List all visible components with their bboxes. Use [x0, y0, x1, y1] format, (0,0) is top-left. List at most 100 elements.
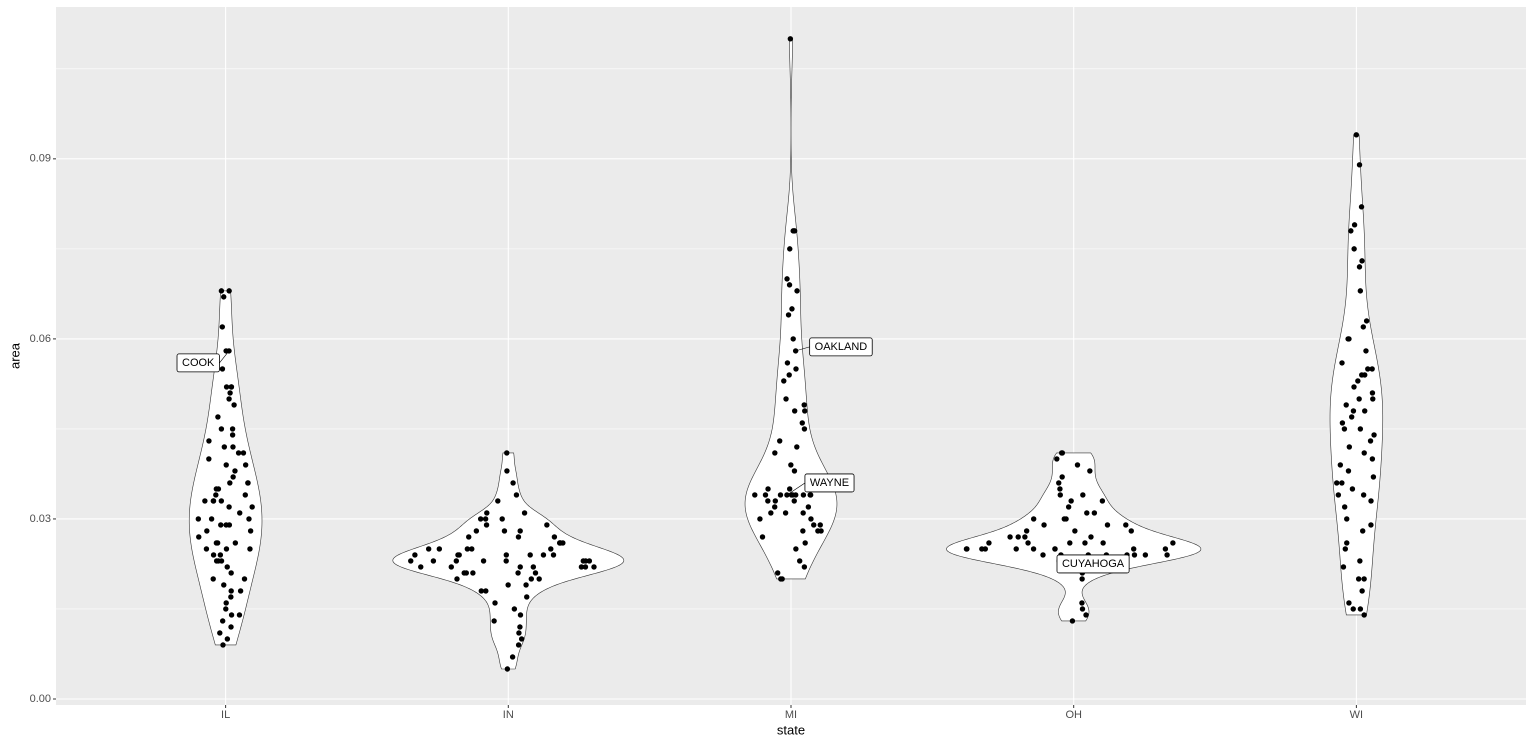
- point: [790, 336, 796, 342]
- point: [408, 558, 414, 564]
- point: [1355, 576, 1362, 582]
- x-tick-label: OH: [1065, 709, 1082, 721]
- point: [772, 498, 779, 504]
- point: [789, 306, 795, 312]
- point: [1371, 432, 1377, 438]
- point: [521, 510, 528, 516]
- point: [530, 564, 537, 570]
- point: [230, 444, 236, 450]
- point: [470, 570, 476, 576]
- point: [800, 528, 806, 534]
- point: [759, 534, 766, 540]
- point: [1041, 522, 1047, 528]
- point: [510, 480, 516, 486]
- point: [220, 642, 226, 648]
- point: [548, 546, 554, 552]
- point: [228, 588, 234, 594]
- point: [1083, 612, 1089, 618]
- point: [791, 228, 798, 234]
- annotation: COOK: [176, 350, 230, 373]
- point: [800, 510, 806, 516]
- point: [1360, 492, 1367, 498]
- point: [228, 612, 235, 618]
- annotation-label: COOK: [182, 357, 215, 369]
- violin: [946, 452, 1202, 622]
- point: [1351, 384, 1357, 390]
- point: [528, 576, 535, 582]
- point: [1340, 564, 1347, 570]
- point: [1057, 486, 1063, 492]
- point: [777, 492, 784, 498]
- point: [1030, 516, 1037, 522]
- point: [504, 666, 511, 672]
- point: [213, 558, 220, 564]
- point: [483, 588, 489, 594]
- point: [1052, 546, 1058, 552]
- point: [757, 516, 763, 522]
- point: [210, 576, 216, 582]
- point: [236, 612, 243, 618]
- point: [430, 558, 437, 564]
- point: [560, 540, 566, 546]
- point: [768, 510, 774, 516]
- annotation: WAYNE: [786, 473, 855, 496]
- point: [1013, 546, 1019, 552]
- point: [1361, 576, 1367, 582]
- point: [206, 456, 212, 462]
- point: [1335, 492, 1342, 498]
- point: [242, 462, 249, 468]
- y-tick-label: 0.00: [30, 693, 51, 705]
- point: [1056, 480, 1062, 486]
- x-axis-title: state: [777, 722, 805, 737]
- point: [1353, 132, 1360, 138]
- point: [1067, 540, 1073, 546]
- point: [1356, 162, 1363, 168]
- point: [491, 618, 497, 624]
- point: [1074, 462, 1081, 468]
- point: [1072, 528, 1078, 534]
- point: [784, 360, 791, 366]
- point: [772, 450, 778, 456]
- point: [227, 390, 233, 396]
- point: [215, 414, 221, 420]
- point: [473, 528, 480, 534]
- x-tick-label: IN: [503, 709, 514, 721]
- point: [1357, 288, 1364, 294]
- point: [218, 498, 225, 504]
- point: [237, 510, 243, 516]
- point: [793, 546, 799, 552]
- point: [551, 534, 558, 540]
- point: [1351, 246, 1357, 252]
- point: [802, 540, 808, 546]
- point: [1088, 534, 1094, 540]
- point: [208, 516, 215, 522]
- point: [1022, 534, 1028, 540]
- annotation-box: [809, 337, 873, 357]
- point: [1356, 396, 1362, 402]
- point: [788, 492, 795, 498]
- point: [1346, 444, 1353, 450]
- point: [203, 546, 210, 552]
- point: [791, 408, 798, 414]
- point: [453, 558, 460, 564]
- point: [544, 522, 550, 528]
- point: [1357, 558, 1363, 564]
- point: [242, 492, 248, 498]
- point: [217, 630, 223, 636]
- point: [228, 570, 234, 576]
- point: [591, 564, 597, 570]
- point: [1128, 528, 1134, 534]
- point: [478, 588, 485, 594]
- point: [516, 630, 522, 636]
- point: [794, 444, 800, 450]
- point: [1362, 372, 1368, 378]
- point: [425, 546, 432, 552]
- point: [1057, 492, 1063, 498]
- point: [448, 564, 455, 570]
- point: [1063, 516, 1069, 522]
- x-tick-label: WI: [1350, 709, 1363, 721]
- point: [484, 510, 490, 516]
- point: [818, 528, 824, 534]
- point: [1015, 534, 1021, 540]
- point: [811, 522, 817, 528]
